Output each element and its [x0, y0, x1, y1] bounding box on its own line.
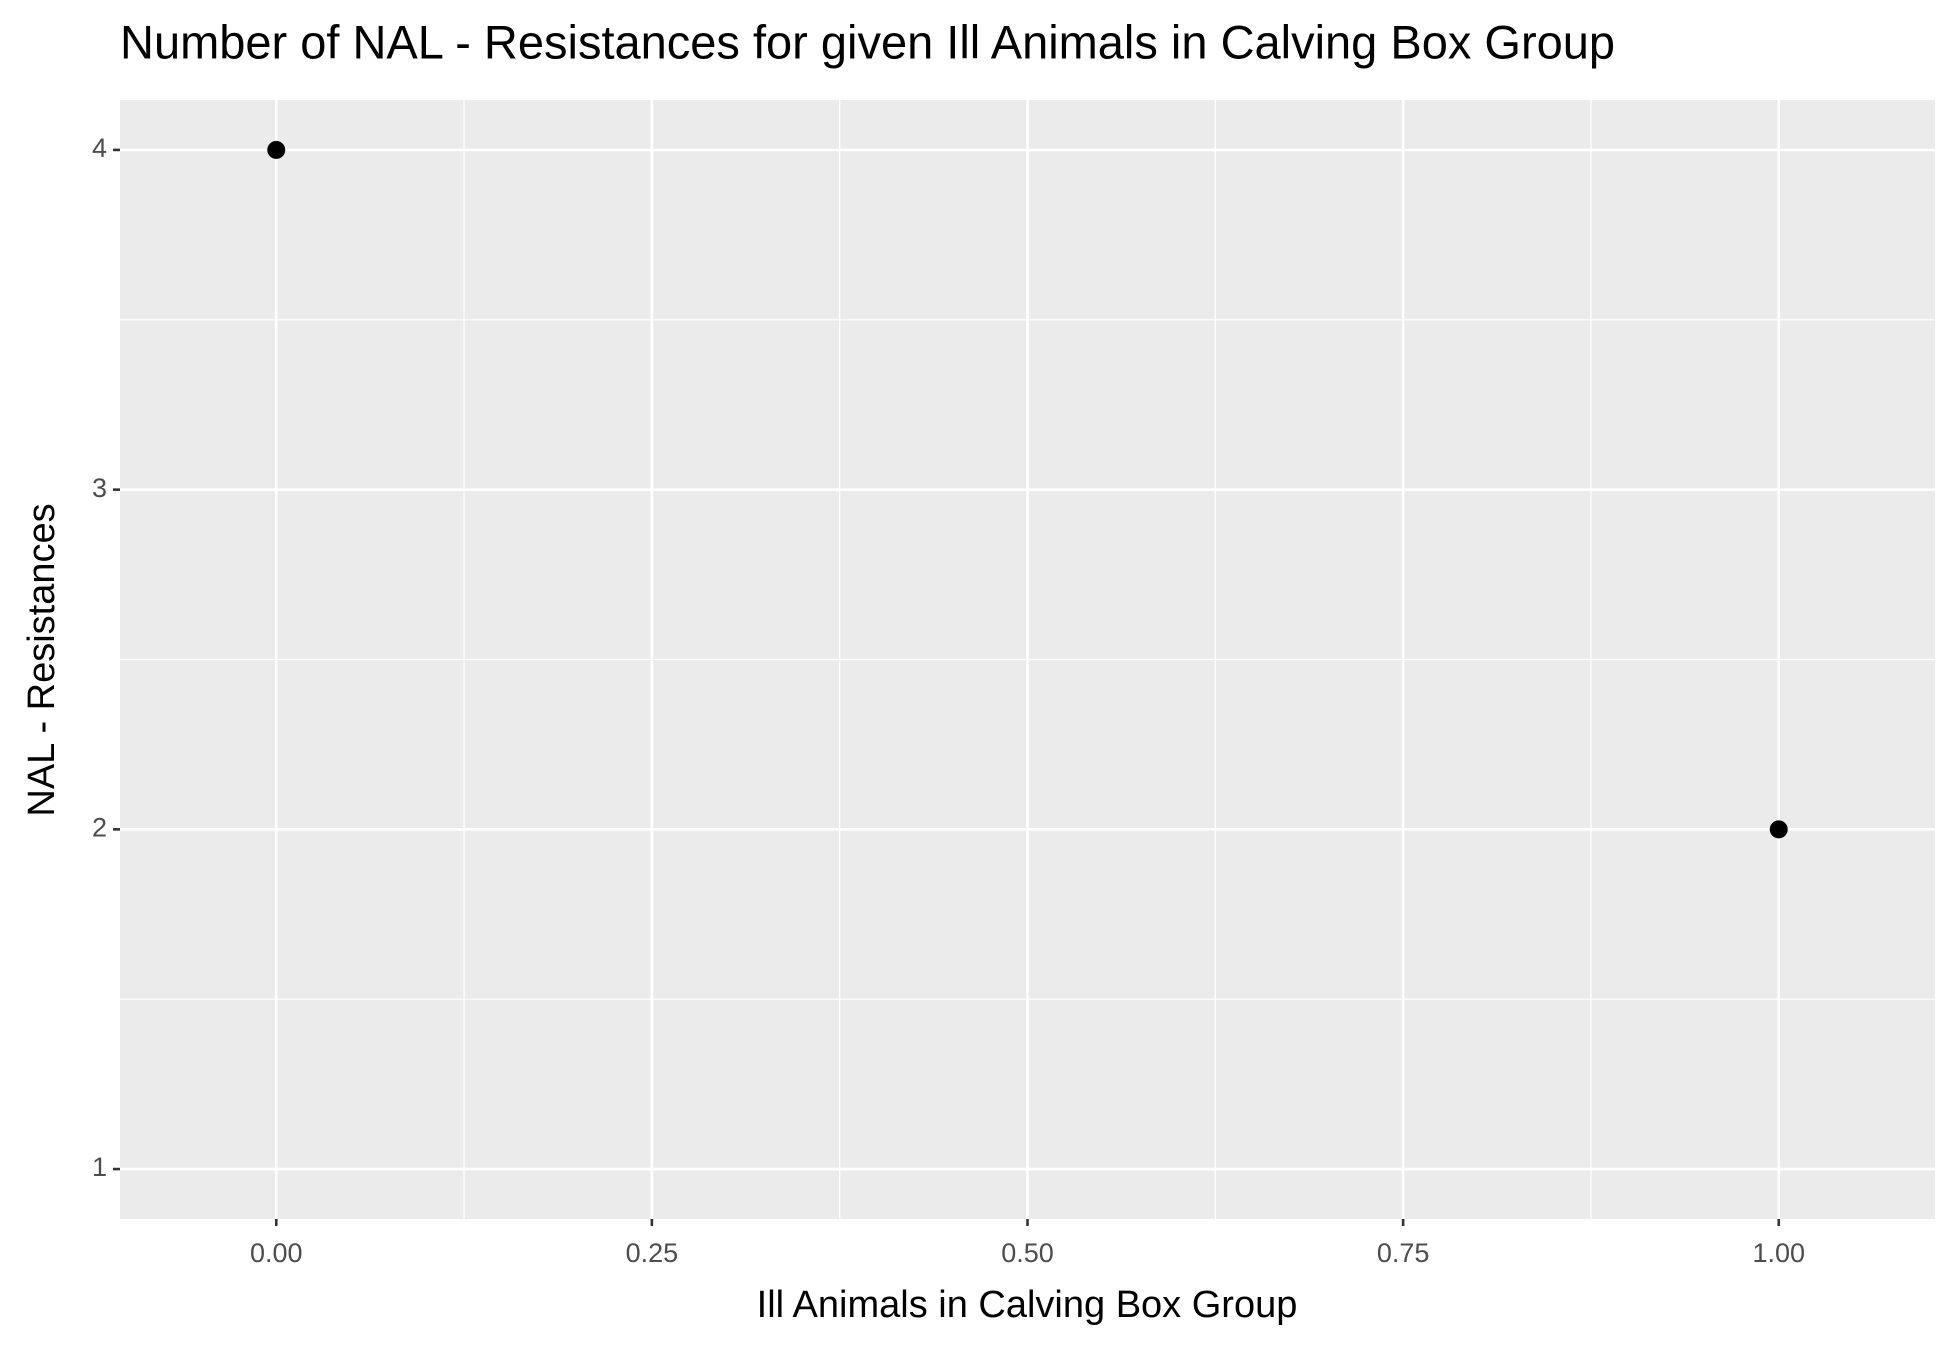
- x-tick-label: 0.75: [1377, 1238, 1430, 1268]
- x-tick-label: 0.25: [626, 1238, 679, 1268]
- x-tick-label: 0.00: [250, 1238, 303, 1268]
- y-axis-title: NAL - Resistances: [21, 503, 63, 816]
- y-tick-label: 3: [92, 473, 107, 503]
- x-tick-label: 1.00: [1752, 1238, 1805, 1268]
- chart-title: Number of NAL - Resistances for given Il…: [120, 15, 1615, 68]
- y-tick-label: 2: [92, 812, 107, 842]
- point: [267, 140, 286, 159]
- y-tick-label: 4: [92, 133, 107, 163]
- x-tick-label: 0.50: [1001, 1238, 1054, 1268]
- point: [1769, 820, 1788, 839]
- x-axis-title: Ill Animals in Calving Box Group: [757, 1284, 1298, 1326]
- y-tick-label: 1: [92, 1152, 107, 1182]
